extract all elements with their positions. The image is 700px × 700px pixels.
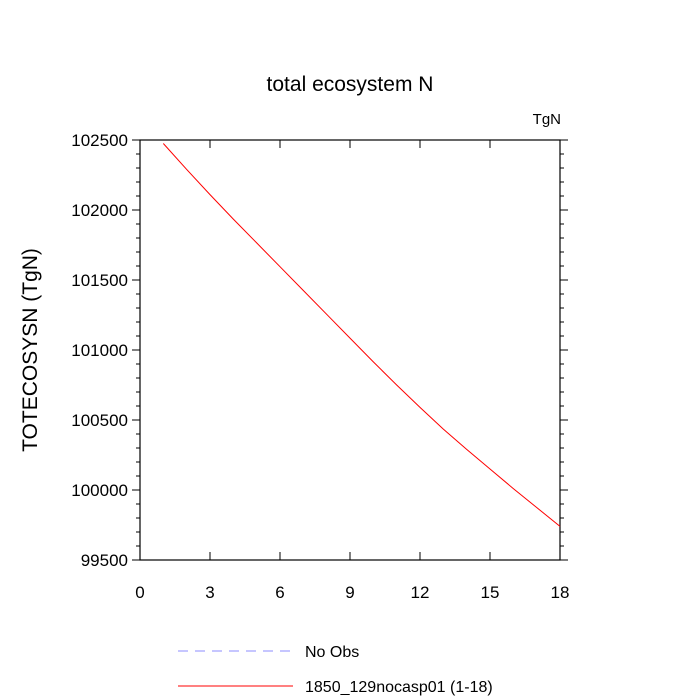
y-tick-label: 99500 — [81, 551, 128, 570]
y-tick-label: 102000 — [71, 201, 128, 220]
x-tick-label: 18 — [551, 583, 570, 602]
x-tick-label: 0 — [135, 583, 144, 602]
legend-label-no-obs: No Obs — [305, 644, 359, 661]
plot-frame — [139, 139, 561, 561]
legend: No Obs 1850_129nocasp01 (1-18) — [178, 644, 493, 696]
x-tick-label: 9 — [345, 583, 354, 602]
y-tick-label: 102500 — [71, 131, 128, 150]
y-tick-label: 101000 — [71, 341, 128, 360]
y-tick-label: 101500 — [71, 271, 128, 290]
series-lines — [162, 143, 561, 527]
x-tick-label: 3 — [205, 583, 214, 602]
y-axis-label: TOTECOSYSN (TgN) — [19, 248, 42, 452]
axis-ticks — [132, 139, 568, 561]
axis-tick-labels: 0 3 6 9 12 15 18 99500 100000 100500 101000 101500 1… — [71, 131, 569, 602]
x-tick-label: 12 — [411, 583, 430, 602]
x-tick-label: 15 — [481, 583, 500, 602]
chart-title: total ecosystem N — [267, 73, 434, 96]
legend-label-model: 1850_129nocasp01 (1-18) — [305, 679, 493, 696]
units-label: TgN — [533, 111, 561, 128]
y-tick-label: 100000 — [71, 481, 128, 500]
x-tick-label: 6 — [275, 583, 284, 602]
series-line-0 — [162, 143, 561, 527]
y-tick-label: 100500 — [71, 411, 128, 430]
